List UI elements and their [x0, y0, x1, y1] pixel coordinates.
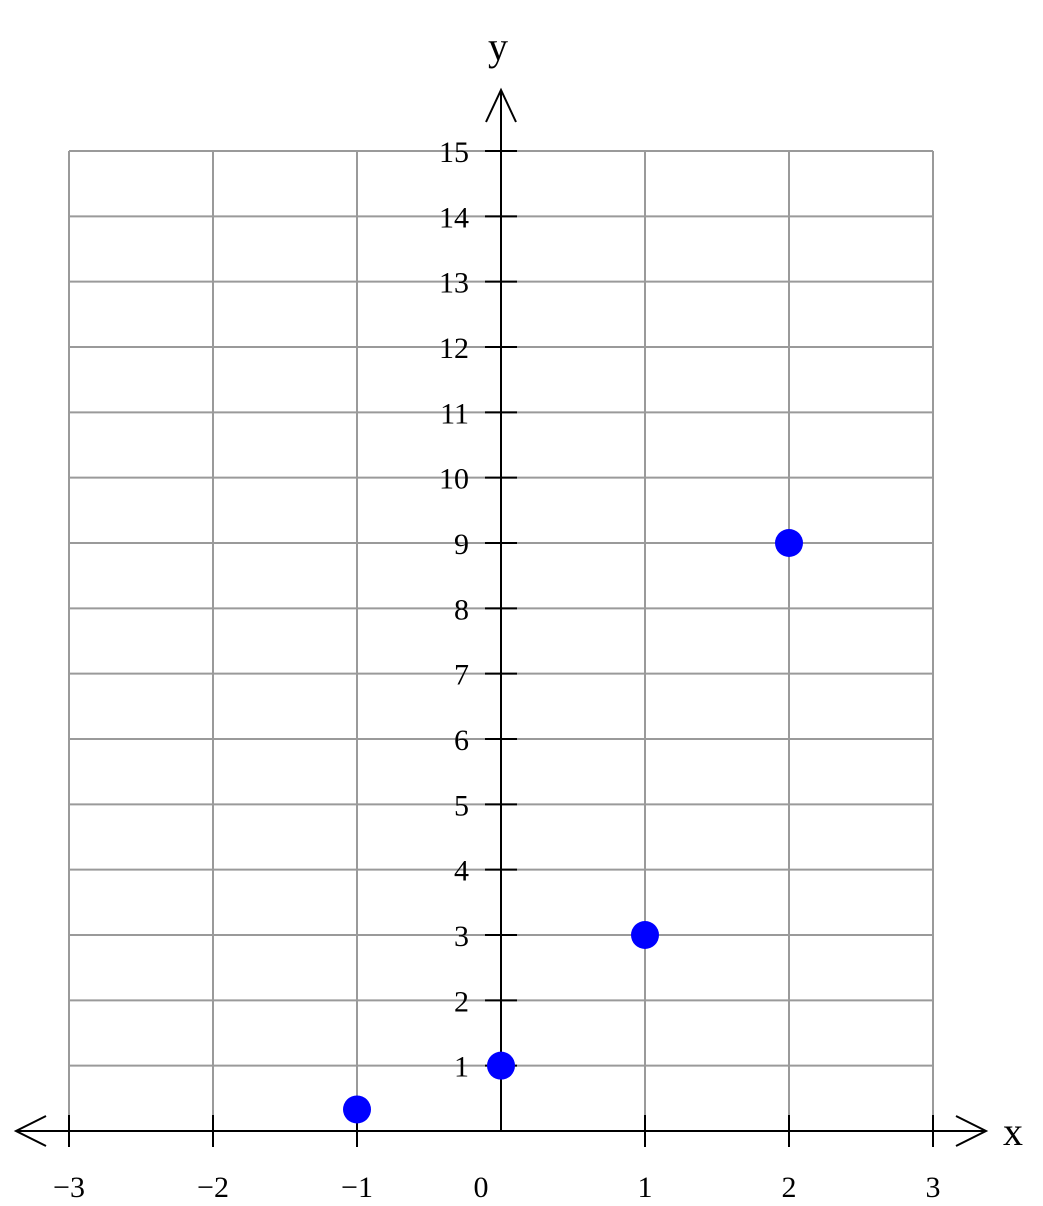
- x-axis-left-arrow: [13, 1115, 47, 1147]
- data-point: [631, 921, 659, 949]
- y-tick-label: 15: [439, 136, 469, 169]
- y-tick-label: 5: [454, 789, 469, 822]
- y-tick-label: 14: [439, 201, 469, 234]
- y-tick-label: 11: [440, 397, 469, 430]
- y-tick-label: 1: [454, 1051, 469, 1084]
- y-tick-label: 8: [454, 593, 469, 626]
- y-tick-label: 6: [454, 724, 469, 757]
- x-tick-label: −3: [53, 1171, 85, 1204]
- x-tick-label: 3: [926, 1171, 941, 1204]
- data-point: [343, 1095, 371, 1124]
- y-tick-label: 10: [439, 463, 469, 496]
- y-tick-label: 4: [454, 855, 469, 888]
- y-tick-label: 13: [439, 267, 469, 300]
- y-tick-label: 12: [439, 332, 469, 365]
- y-axis-up-arrow: [485, 87, 517, 123]
- axes: [13, 87, 989, 1147]
- x-tick-label: −2: [197, 1171, 229, 1204]
- x-axis-label: x: [1003, 1109, 1023, 1154]
- y-axis-label: y: [488, 24, 508, 69]
- x-axis-right-arrow: [955, 1115, 989, 1147]
- x-tick-label: 0: [474, 1171, 489, 1204]
- y-tick-label: 9: [454, 528, 469, 561]
- data-point: [775, 529, 803, 557]
- x-tick-label: −1: [341, 1171, 373, 1204]
- x-tick-label: 1: [638, 1171, 653, 1204]
- y-tick-label: 3: [454, 920, 469, 953]
- data-point: [487, 1051, 515, 1080]
- data-points: [343, 529, 803, 1124]
- x-tick-label: 2: [782, 1171, 797, 1204]
- y-tick-label: 7: [454, 659, 469, 692]
- y-tick-label: 2: [454, 985, 469, 1018]
